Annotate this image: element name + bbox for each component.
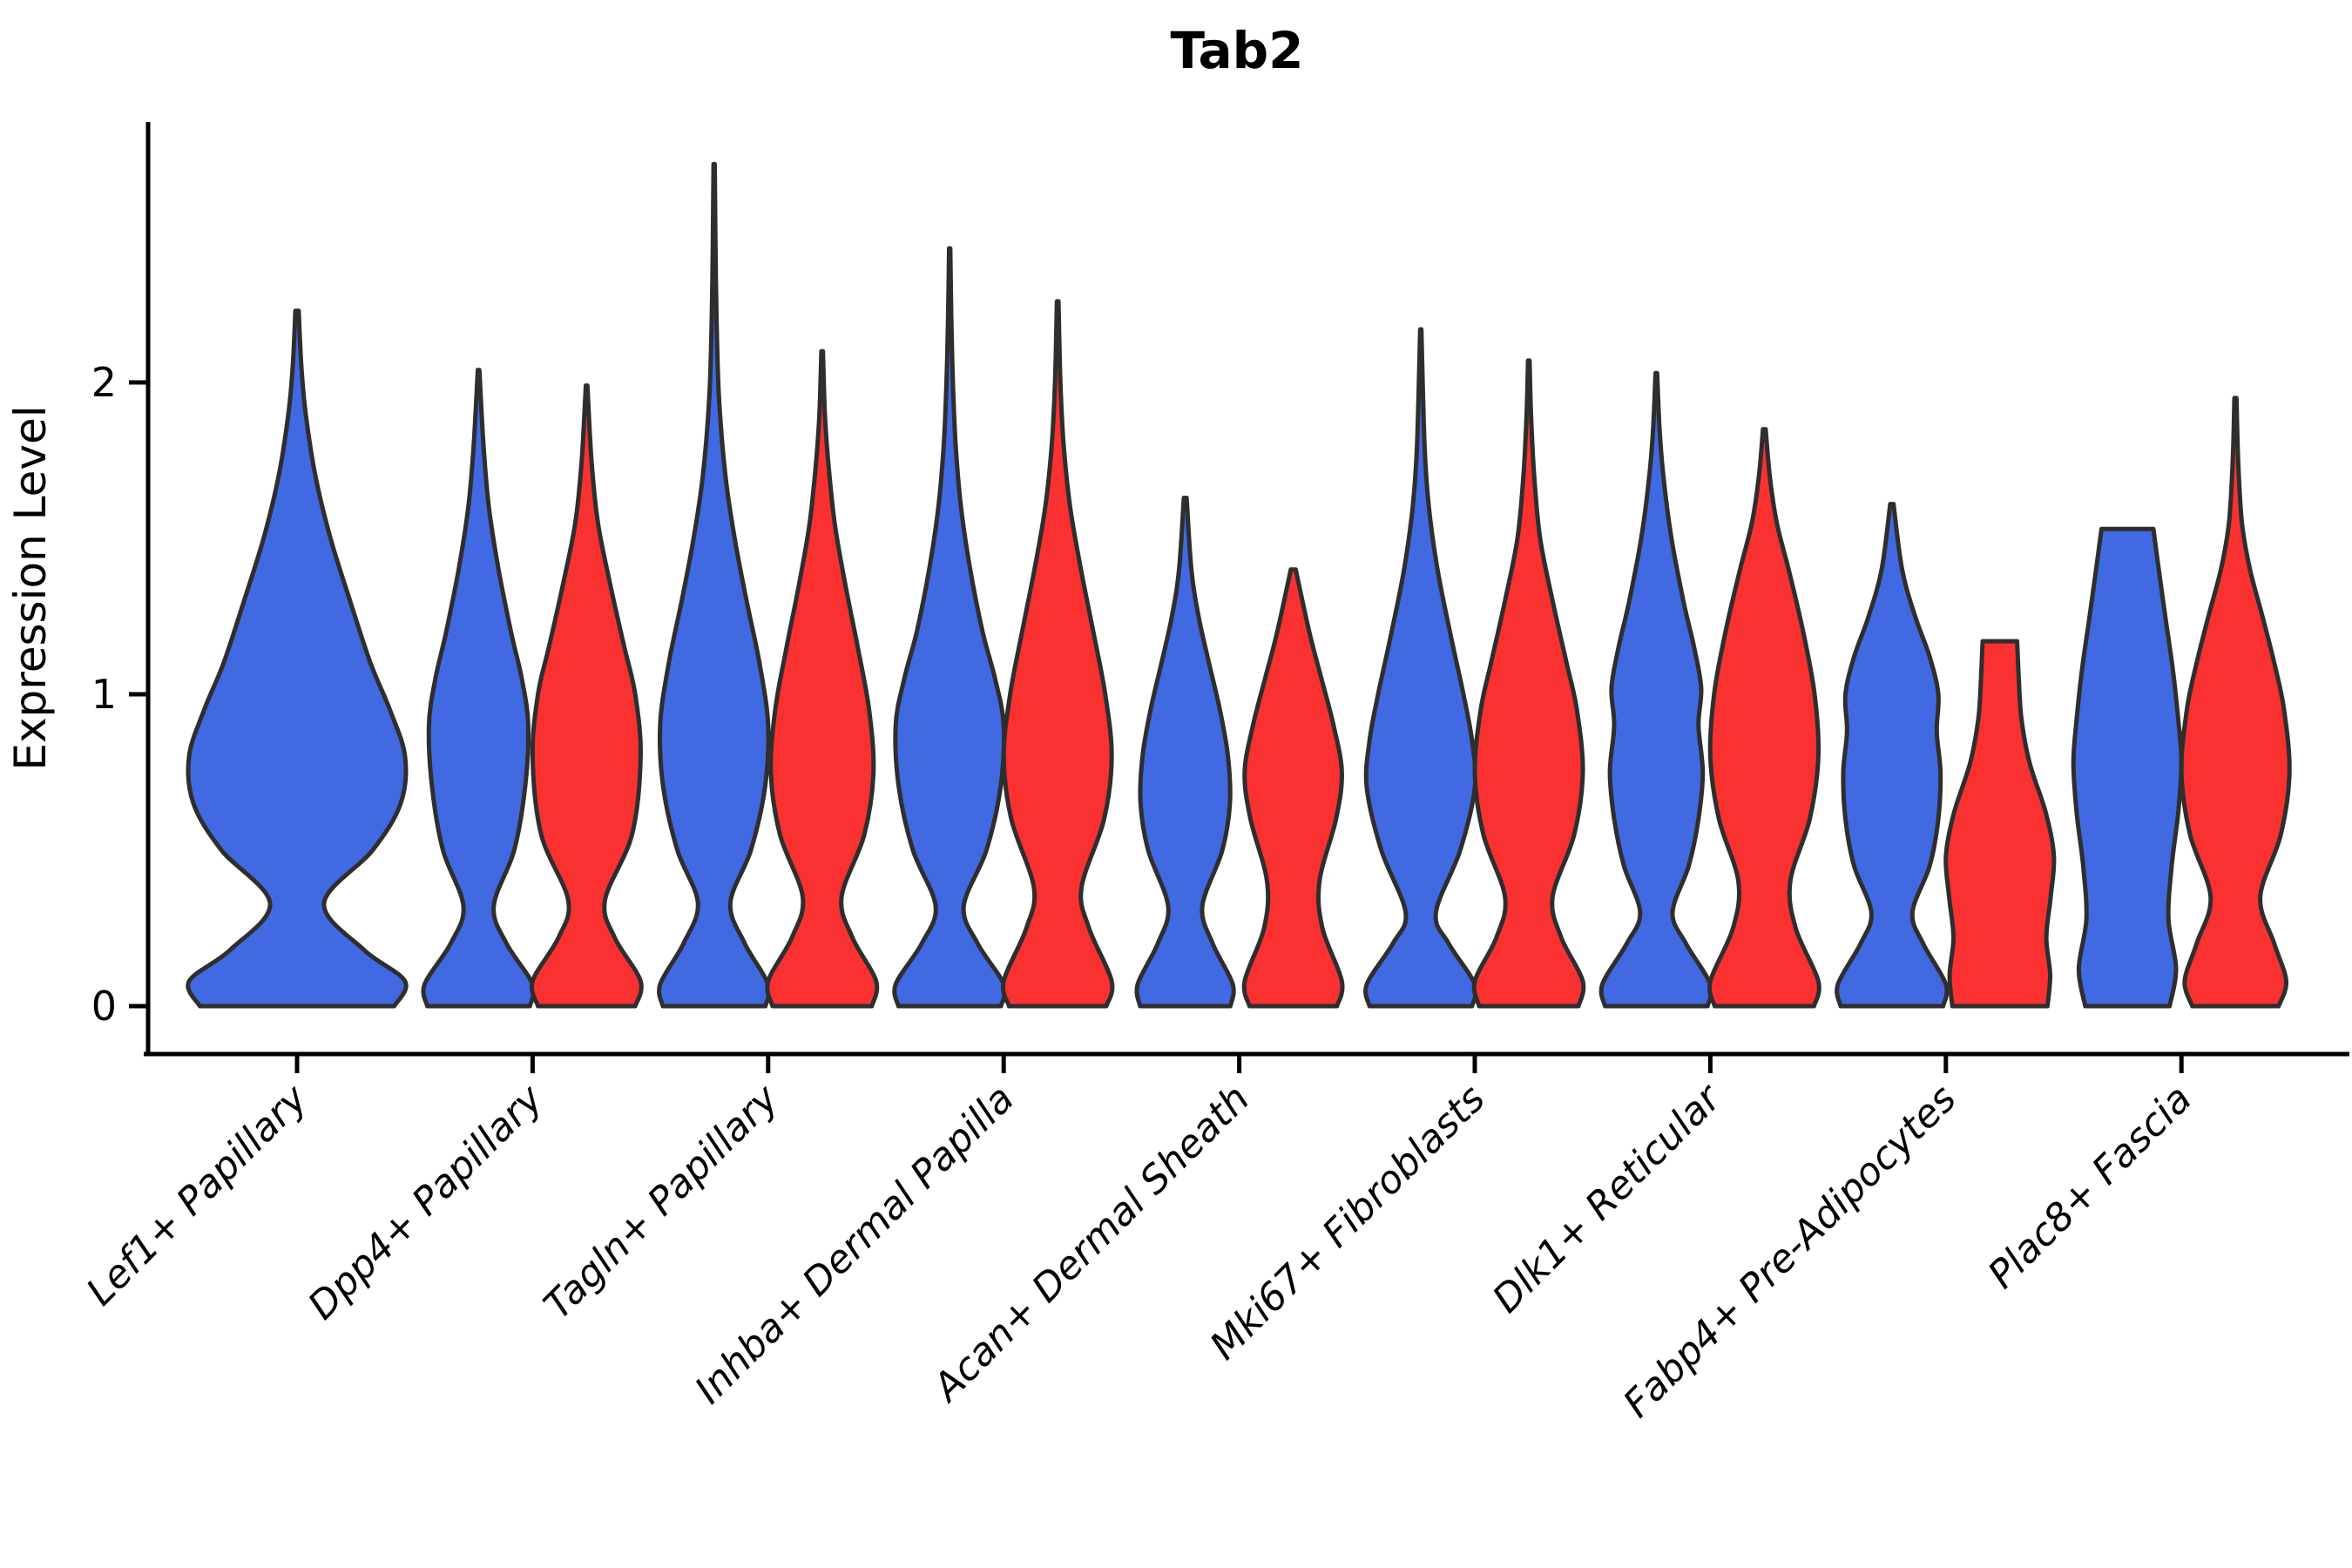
y-tick-label: 0 [91,983,117,1030]
violin-red-plac8-fascia [2179,395,2292,1009]
violin-blue-plac8-fascia [2071,526,2184,1009]
violin-red-fabp4-pre-adipocytes [1943,639,2057,1009]
violin-red-dlk1-reticular [1707,427,1821,1009]
violin-red-tagln-papillary [765,348,880,1009]
violin-blue-inhba-dermal-papilla [892,246,1008,1009]
violin-blue-lef1-papillary [186,308,409,1009]
violin-red-inhba-dermal-papilla [1000,299,1115,1009]
y-tick-label: 1 [91,671,117,718]
violin-blue-tagln-papillary [657,161,772,1009]
violin-blue-dpp4-papillary [421,368,537,1009]
violin-red-dpp4-papillary [530,383,644,1009]
chart-title: Tab2 [1170,21,1303,80]
axes-group: 0 1 2 [91,122,2349,1057]
violin-blue-acan-dermal-sheath [1134,496,1236,1009]
violin-blue-dlk1-reticular [1598,370,1714,1009]
violin-blue-mki67-fibroblasts [1363,327,1478,1009]
y-tick-label: 2 [91,359,117,406]
violin-blue-fabp4-pre-adipocytes [1835,502,1950,1009]
violin-red-mki67-fibroblasts [1471,358,1586,1009]
violin-red-acan-dermal-sheath [1241,567,1345,1009]
violins-group [186,161,2292,1009]
y-axis-label: Expression Level [5,405,56,770]
